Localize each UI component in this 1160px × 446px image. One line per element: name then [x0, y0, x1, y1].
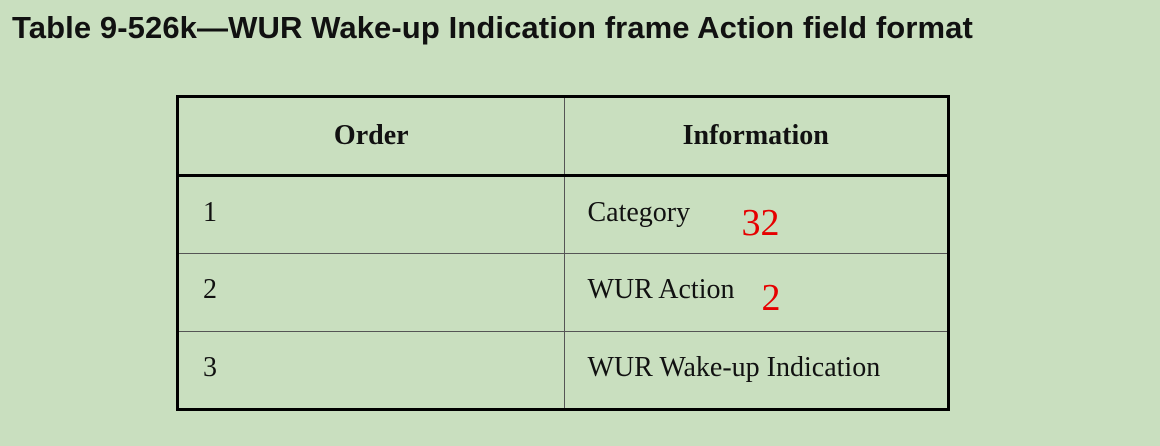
order-cell: 3 [179, 330, 565, 408]
table-caption: Table 9-526k—WUR Wake-up Indication fram… [12, 10, 973, 45]
table-row: 3 WUR Wake-up Indication [179, 330, 947, 408]
table-header-row: Order Information [179, 98, 947, 177]
column-header-information: Information [563, 98, 947, 177]
information-cell: WUR Action 2 [563, 253, 947, 332]
information-cell: Category 32 [563, 174, 947, 255]
action-field-table: Order Information 1 Category 32 2 WUR Ac… [176, 95, 950, 411]
table-row: 1 Category 32 [179, 174, 947, 255]
order-value: 2 [203, 274, 217, 306]
handwritten-annotation: 2 [761, 277, 781, 320]
information-value: Category [587, 197, 691, 229]
table-row: 2 WUR Action 2 [179, 253, 947, 332]
information-cell: WUR Wake-up Indication [563, 330, 947, 408]
order-cell: 1 [179, 174, 565, 255]
information-value: WUR Action [587, 274, 735, 306]
handwritten-annotation: 32 [741, 202, 780, 244]
order-value: 1 [203, 197, 217, 229]
order-cell: 2 [179, 253, 565, 332]
column-header-order: Order [179, 98, 565, 177]
information-value: WUR Wake-up Indication [587, 351, 881, 383]
order-value: 3 [203, 351, 217, 383]
